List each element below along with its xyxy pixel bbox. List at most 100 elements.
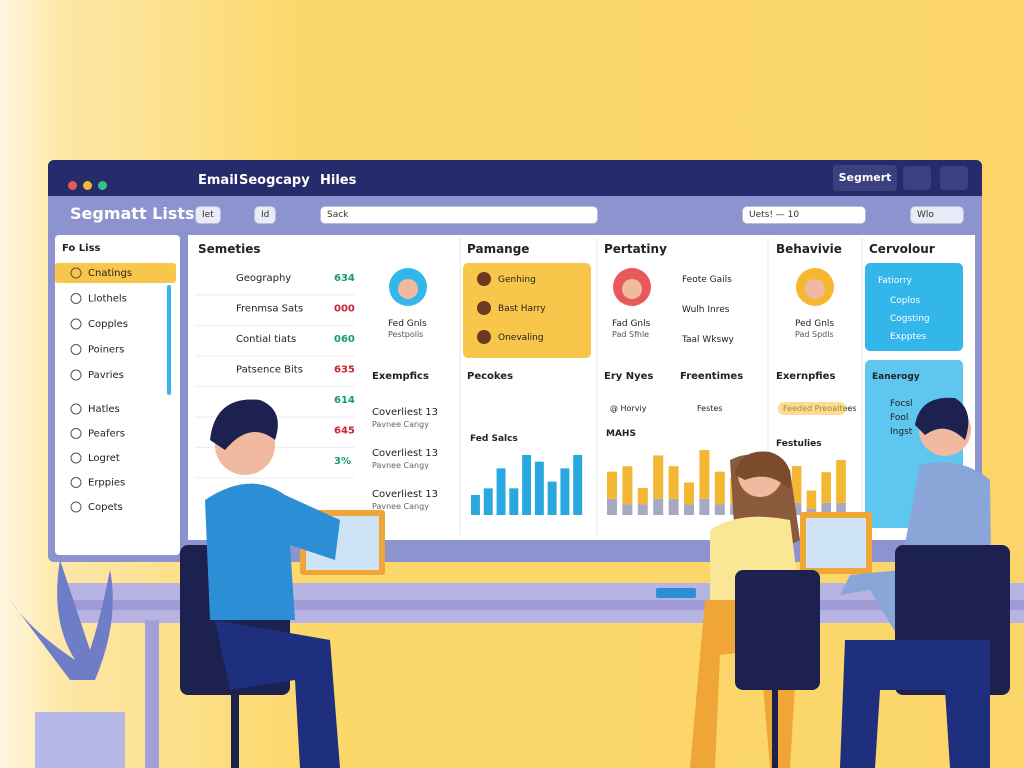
sidebar-item: Copples (88, 319, 128, 330)
icon-button[interactable] (903, 166, 931, 190)
sidebar-item: Peafers (88, 429, 125, 440)
avatar (477, 330, 491, 344)
sidebar-icon (70, 477, 82, 488)
sidebar-item: Erppies (88, 478, 125, 489)
list-label: Patsence Bits (236, 365, 303, 376)
tag-bg (778, 402, 846, 415)
segment-sub: Pavnee Cangy (372, 420, 429, 429)
illustration (10, 397, 1024, 768)
profile-sub: Pestpolis (388, 330, 423, 339)
list-value: 000 (334, 304, 355, 315)
bar (653, 498, 664, 515)
list-label: Geography (236, 273, 291, 284)
profile-name: Fad Gnls (612, 319, 651, 329)
list-label: Frenmsa Sats (236, 304, 303, 315)
sidebar-icon (70, 267, 82, 279)
avatar-face (398, 279, 418, 299)
search[interactable]: Sack (320, 206, 598, 224)
bar (821, 472, 832, 503)
panel-item: Fool (890, 413, 908, 423)
profile-sub: Pad Spdls (795, 330, 834, 339)
bar (471, 495, 480, 515)
segment-button[interactable]: Segmert (833, 165, 897, 191)
filter[interactable]: Iet (195, 206, 221, 224)
row-label: Ery Nyes (604, 371, 653, 382)
side-item: Wulh Inres (682, 305, 730, 315)
panel-item: Expptes (890, 332, 927, 342)
row-label: Exempfics (372, 371, 429, 382)
segment-sub: Pavnee Cangy (372, 502, 429, 511)
chart-title: Fed Salcs (470, 434, 518, 444)
bar (573, 455, 583, 515)
sidebar-icon (70, 318, 82, 330)
page-title: Segmatt Lists (70, 204, 195, 223)
bar (714, 471, 725, 505)
sidebar-item: Llothels (88, 294, 127, 305)
tag: @ Horviy (610, 404, 647, 413)
title-bar (48, 160, 982, 196)
list-value: 635 (334, 365, 355, 376)
row-label: Freentimes (680, 371, 743, 382)
segment-title: Coverliest 13 (372, 407, 438, 418)
sidebar-item: Poiners (88, 345, 124, 356)
bar (622, 504, 633, 515)
sidebar-item: Cnatings (88, 268, 132, 279)
panel-title: Eanerogy (872, 372, 920, 382)
panel-title: Fatiorry (878, 276, 913, 286)
list-value: 634 (334, 273, 355, 284)
sidebar-icon (70, 403, 82, 415)
profile-name: Ped Gnls (795, 319, 834, 329)
bar (821, 502, 832, 515)
bar (836, 502, 846, 515)
bar (653, 455, 664, 499)
segment-title: Coverliest 13 (372, 489, 438, 500)
bar (560, 468, 570, 515)
bar (483, 488, 493, 515)
bar (714, 504, 725, 515)
view[interactable]: Wlo (910, 206, 964, 224)
bar (806, 508, 817, 515)
sidebar-icon (70, 344, 82, 355)
tag: Festes (697, 404, 722, 413)
avatar-button[interactable] (940, 166, 968, 190)
list-value: 614 (334, 395, 355, 406)
bar (534, 461, 544, 515)
highlight-item: Onevaling (498, 333, 544, 343)
range[interactable]: Uets! — 10 (742, 206, 866, 224)
filter[interactable]: Id (254, 206, 277, 224)
panel-item: Cogsting (890, 314, 930, 324)
segment-title: Coverliest 13 (372, 448, 438, 459)
bar (547, 481, 557, 515)
sidebar-item: Hatles (88, 404, 120, 415)
tab[interactable]: Email (198, 173, 239, 188)
bar (607, 498, 618, 515)
panel (865, 263, 963, 351)
highlight-item: Bast Harry (498, 304, 546, 314)
bar (607, 471, 618, 499)
list-value: 3% (334, 456, 351, 467)
window-dots (68, 175, 107, 194)
scrollbar (167, 285, 171, 395)
row-label: Exernpfies (776, 371, 835, 382)
sidebar-icon (70, 293, 82, 304)
bar (668, 466, 679, 499)
bar (791, 466, 802, 503)
row-label: Pecokes (467, 371, 513, 382)
avatar (477, 272, 491, 286)
panel-item: Focsl (890, 399, 913, 409)
bar (806, 490, 817, 509)
avatar-face (805, 279, 825, 299)
sidebar-item: Copets (88, 502, 123, 513)
profile-sub: Pad Sfhle (612, 330, 649, 339)
tab[interactable]: Seogcapy (239, 173, 310, 188)
bar (668, 498, 679, 515)
bar (836, 460, 846, 503)
tab[interactable]: Hiles (320, 173, 357, 188)
sidebar-icon (70, 501, 82, 513)
segment-sub: Pavnee Cangy (372, 461, 429, 470)
avatar-face (622, 279, 642, 299)
highlight-item: Genhing (498, 275, 536, 285)
panel-item: Coplos (890, 296, 921, 306)
column-header: Behavivie (776, 242, 842, 256)
